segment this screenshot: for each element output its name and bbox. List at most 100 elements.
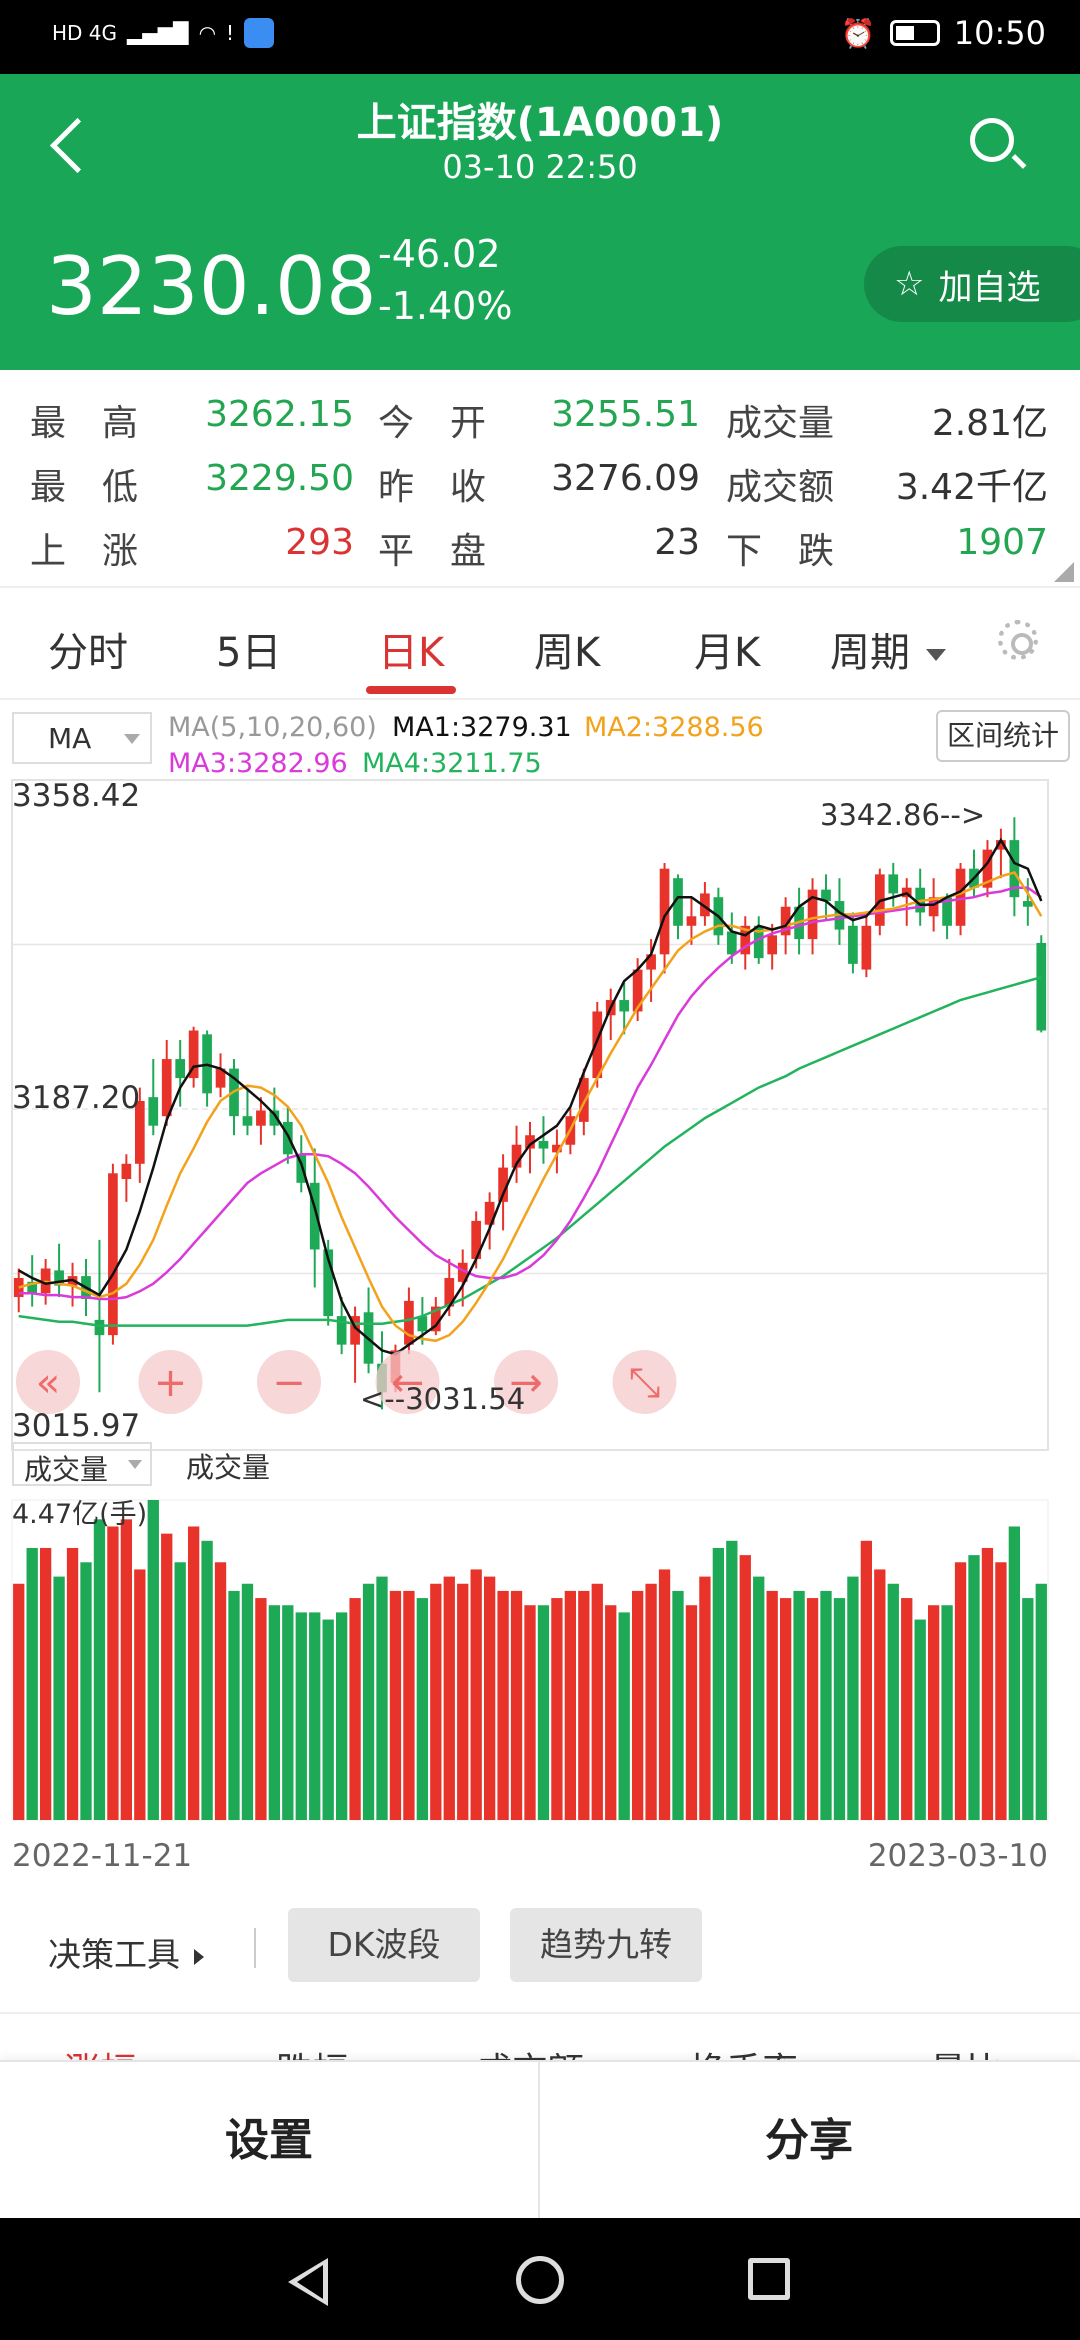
volume-bar bbox=[174, 1562, 186, 1820]
volume-bar bbox=[860, 1540, 873, 1820]
candle-body bbox=[94, 1319, 105, 1336]
chevron-right-icon bbox=[194, 1948, 204, 1965]
volume-bar bbox=[618, 1612, 630, 1820]
candle-body bbox=[54, 1270, 64, 1286]
stat-label: 最 高 bbox=[30, 403, 139, 444]
stat-label: 成交量 bbox=[726, 403, 835, 444]
page-title: 上证指数(1A0001) bbox=[356, 100, 724, 146]
volume-bar bbox=[134, 1569, 146, 1820]
share-button[interactable]: 分享 bbox=[765, 2115, 853, 2166]
candle-body bbox=[1022, 901, 1033, 907]
candle-body bbox=[336, 1316, 347, 1345]
candle-body bbox=[700, 893, 710, 917]
candle-body bbox=[215, 1068, 226, 1088]
add-favorite-button[interactable]: ☆ 加自选 bbox=[864, 246, 1080, 322]
tab-period-label: 周期 bbox=[830, 630, 910, 676]
candle-body bbox=[538, 1140, 549, 1149]
volume-indicator-select[interactable]: 成交量 bbox=[12, 1442, 152, 1486]
volume-bar bbox=[349, 1598, 361, 1820]
status-left: HD 4G ▂▄▆█ ◠ ! bbox=[52, 18, 275, 48]
tab-daily-k[interactable]: 日K bbox=[378, 630, 445, 676]
volume-bar bbox=[753, 1576, 765, 1820]
volume-bar bbox=[645, 1583, 657, 1820]
volume-bar bbox=[93, 1519, 106, 1820]
candle-body bbox=[256, 1110, 266, 1126]
ma4-value: MA4:3211.75 bbox=[362, 748, 542, 779]
candle-body bbox=[484, 1201, 495, 1225]
rewind-icon[interactable] bbox=[16, 1350, 80, 1414]
arrow-left-icon-glyph: ← bbox=[391, 1360, 425, 1406]
candle-body bbox=[861, 925, 872, 970]
candle-body bbox=[942, 897, 952, 926]
volume-bar bbox=[1022, 1598, 1034, 1820]
zoom-in-icon[interactable] bbox=[138, 1350, 203, 1414]
volume-bar bbox=[362, 1583, 375, 1820]
tab-monthly-k[interactable]: 月K bbox=[694, 630, 761, 676]
volume-bar bbox=[537, 1605, 550, 1820]
change-value: -46.02 bbox=[378, 232, 501, 276]
candle-body bbox=[161, 1059, 172, 1117]
volume-bar bbox=[941, 1605, 953, 1820]
volume-bar bbox=[13, 1583, 25, 1820]
stat-value: 3276.09 bbox=[551, 458, 700, 499]
volume-bar bbox=[389, 1590, 402, 1820]
volume-bar bbox=[470, 1569, 482, 1820]
ma1-value: MA1:3279.31 bbox=[392, 712, 572, 743]
search-icon[interactable] bbox=[970, 118, 1014, 162]
rank-tab[interactable]: 换手率 bbox=[690, 2042, 798, 2060]
rank-tab[interactable]: 成交额 bbox=[476, 2042, 584, 2060]
volume-bar bbox=[443, 1576, 455, 1820]
volume-bar bbox=[1008, 1526, 1021, 1820]
expand-corner-icon[interactable] bbox=[1054, 562, 1074, 582]
volume-bar bbox=[66, 1547, 79, 1820]
rank-tab[interactable]: 跌幅 bbox=[276, 2042, 348, 2060]
nav-recent-icon[interactable] bbox=[748, 2258, 790, 2300]
zoom-out-icon[interactable] bbox=[257, 1350, 321, 1414]
volume-bar bbox=[80, 1562, 92, 1820]
low-marker: <--3031.54 bbox=[360, 1382, 526, 1416]
volume-bar bbox=[510, 1590, 523, 1820]
nav-home-icon[interactable] bbox=[516, 2256, 564, 2304]
fullscreen-icon[interactable] bbox=[612, 1350, 677, 1414]
gear-icon[interactable] bbox=[998, 620, 1038, 660]
kline-chart[interactable]: « + − ← → ⤡ bbox=[0, 770, 1080, 1830]
arrow-right-icon[interactable] bbox=[494, 1350, 558, 1414]
candle-body bbox=[511, 1144, 522, 1168]
indicator-select[interactable]: MA bbox=[12, 712, 152, 764]
candle-body bbox=[619, 1000, 630, 1012]
volume-bar bbox=[282, 1605, 294, 1820]
nav-back-icon[interactable] bbox=[288, 2258, 328, 2306]
volume-bar bbox=[833, 1598, 846, 1820]
rank-tab[interactable]: 量比 bbox=[930, 2042, 1002, 2060]
y-max-label: 3358.42 bbox=[12, 778, 141, 814]
settings-button[interactable]: 设置 bbox=[225, 2115, 313, 2166]
candle-body bbox=[996, 840, 1006, 850]
candle-body bbox=[592, 1011, 603, 1079]
divider bbox=[0, 586, 1080, 588]
volume-bar bbox=[766, 1590, 778, 1820]
candle-body bbox=[1009, 840, 1020, 898]
decision-tools-menu[interactable]: 决策工具 bbox=[48, 1928, 204, 1976]
volume-bar bbox=[726, 1540, 738, 1820]
fullscreen-icon-glyph: ⤡ bbox=[629, 1360, 661, 1406]
volume-bar bbox=[954, 1562, 967, 1820]
volume-bar bbox=[995, 1562, 1007, 1820]
dk-band-button[interactable]: DK波段 bbox=[288, 1908, 480, 1982]
price-panel-frame bbox=[11, 779, 1049, 1451]
candle-body bbox=[928, 897, 939, 917]
tab-5day[interactable]: 5日 bbox=[216, 630, 282, 676]
volume-bar bbox=[457, 1583, 469, 1820]
tab-period[interactable]: 周期 bbox=[830, 620, 946, 678]
tab-weekly-k[interactable]: 周K bbox=[534, 630, 601, 676]
stats-row-low: 最 低 3229.50 昨 收 3276.09 成交额 3.42千亿 bbox=[0, 448, 1080, 512]
candle-body bbox=[121, 1163, 132, 1180]
tab-intraday[interactable]: 分时 bbox=[48, 630, 128, 676]
range-stats-button[interactable]: 区间统计 bbox=[936, 710, 1070, 762]
trend-nine-button[interactable]: 趋势九转 bbox=[510, 1908, 702, 1982]
arrow-left-icon[interactable] bbox=[375, 1350, 440, 1414]
decision-tools-label: 决策工具 bbox=[48, 1935, 180, 1974]
volume-bar bbox=[53, 1576, 65, 1820]
rank-tab[interactable]: 涨幅 bbox=[64, 2042, 136, 2060]
volume-bar bbox=[793, 1590, 805, 1820]
volume-bar bbox=[564, 1590, 577, 1820]
